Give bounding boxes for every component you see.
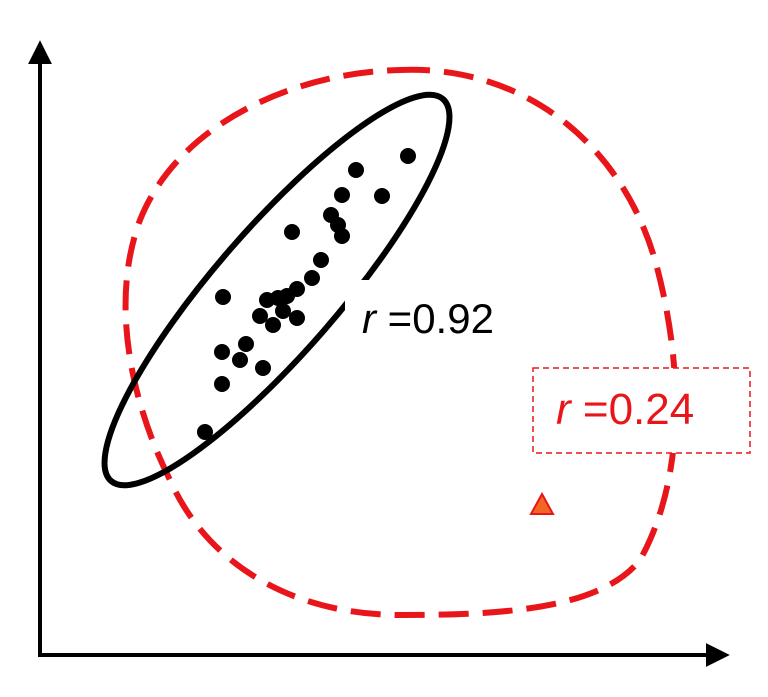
label-background <box>345 280 535 350</box>
point <box>214 344 230 360</box>
point <box>255 360 271 376</box>
point <box>289 281 305 297</box>
point <box>265 317 281 333</box>
point <box>334 228 350 244</box>
point <box>284 224 300 240</box>
value: =0.92 <box>376 295 494 342</box>
outer-dashed-boundary <box>122 66 679 619</box>
point <box>214 376 230 392</box>
point <box>289 310 305 326</box>
point <box>313 252 329 268</box>
correlation-label: r =0.92 <box>362 295 494 342</box>
symbol: r <box>362 295 378 342</box>
outlier-point <box>529 491 555 515</box>
label-box <box>532 367 751 454</box>
point <box>348 162 364 178</box>
point <box>215 289 231 305</box>
value: =0.24 <box>571 385 695 434</box>
point <box>374 188 390 204</box>
point <box>252 308 268 324</box>
point <box>400 148 416 164</box>
point <box>232 352 248 368</box>
point <box>334 187 350 203</box>
point <box>197 424 213 440</box>
point <box>238 336 254 352</box>
correlation-ellipse <box>101 91 453 489</box>
correlation-label: r =0.24 <box>556 385 694 434</box>
points <box>197 148 416 440</box>
symbol: r <box>556 385 573 434</box>
point <box>304 270 320 286</box>
point <box>275 303 291 319</box>
